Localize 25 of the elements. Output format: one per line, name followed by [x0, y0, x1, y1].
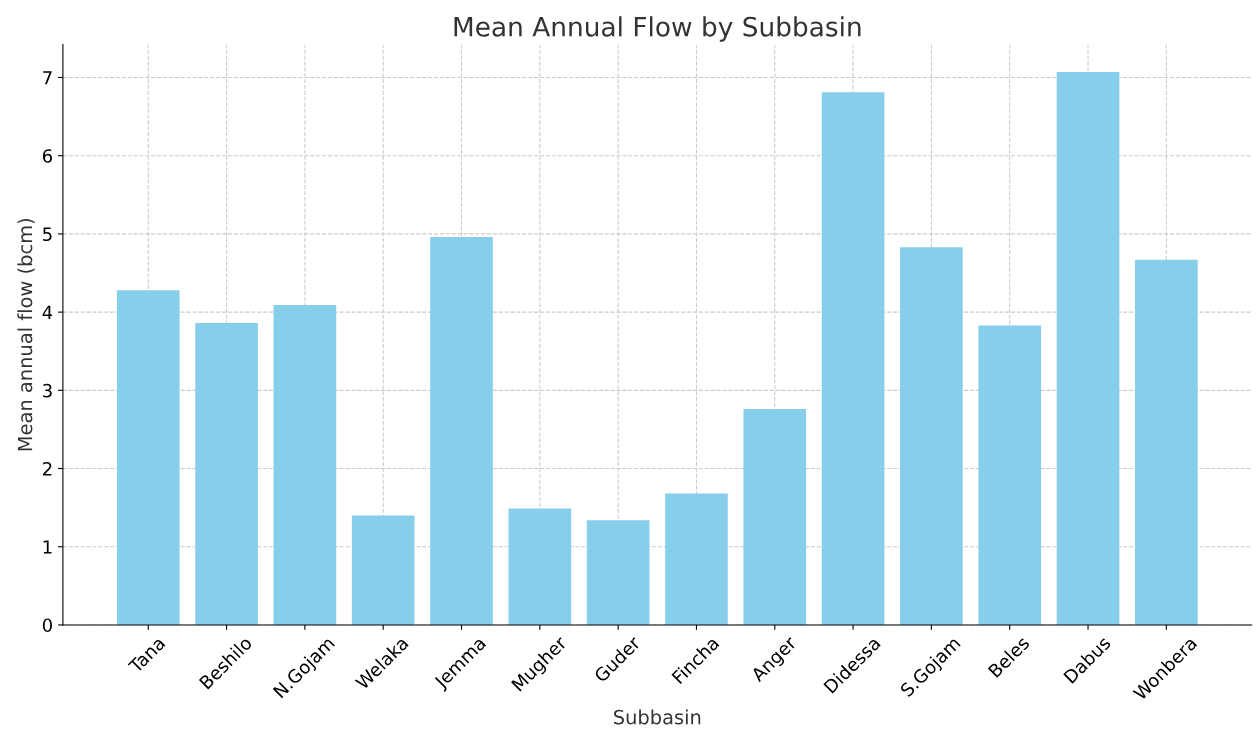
- bar: [1056, 72, 1120, 625]
- bar: [900, 247, 963, 625]
- y-axis-title: Mean annual flow (bcm): [17, 219, 35, 451]
- y-tick-label: 7: [43, 71, 52, 85]
- x-axis-title: Subbasin: [614, 709, 701, 725]
- bar: [273, 305, 337, 625]
- y-tick-label: 3: [43, 383, 52, 398]
- bar: [508, 508, 572, 625]
- y-tick-label: 4: [42, 305, 53, 319]
- bar: [1135, 259, 1198, 625]
- y-tick-label: 6: [42, 149, 53, 163]
- chart-title: Mean Annual Flow by Subbasin: [454, 16, 861, 42]
- bar: [586, 520, 650, 625]
- bar: [195, 323, 258, 625]
- bar: [978, 325, 1042, 625]
- bar: [665, 493, 728, 625]
- bar: [430, 237, 493, 625]
- y-tick-label: 5: [43, 227, 52, 242]
- y-tick-label: 1: [43, 540, 52, 554]
- bar: [116, 290, 180, 625]
- y-tick-label: 0: [42, 618, 52, 633]
- bar: [351, 515, 415, 625]
- bar: [743, 409, 807, 625]
- y-tick-label: 2: [43, 462, 52, 476]
- bar: [821, 92, 885, 625]
